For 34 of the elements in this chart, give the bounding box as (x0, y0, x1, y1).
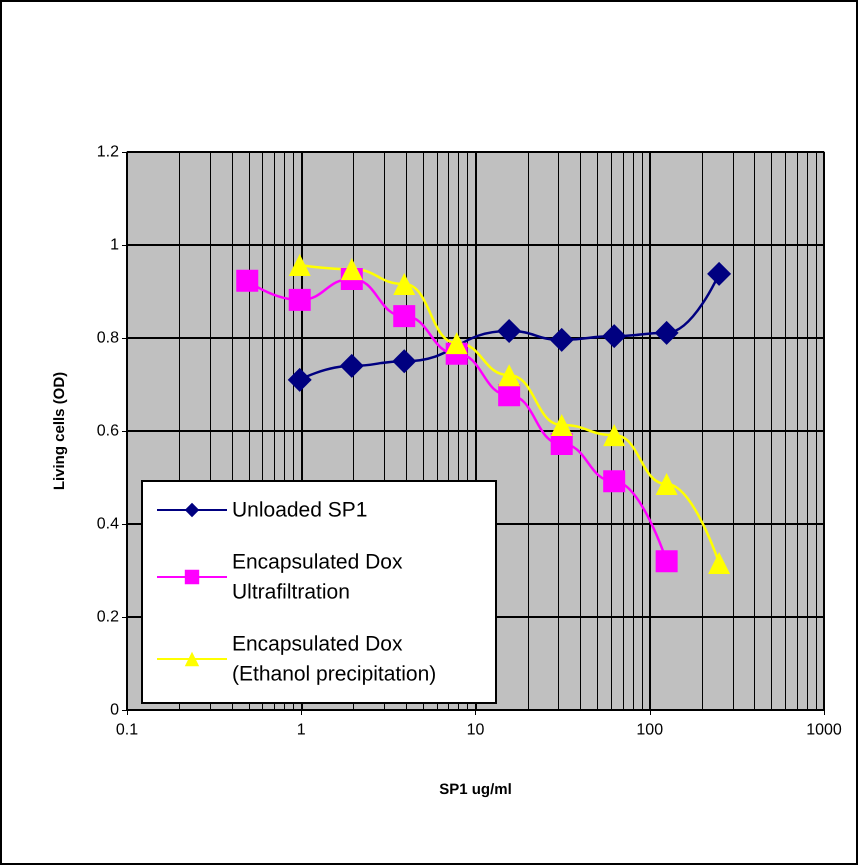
point (654, 320, 679, 345)
point (708, 552, 730, 574)
point (288, 368, 312, 392)
x-tick-label: 10 (466, 722, 484, 738)
point (340, 354, 364, 378)
x-tick-label: 1000 (806, 722, 842, 738)
point (550, 414, 573, 436)
x-axis-title: SP1 ug/ml (439, 781, 512, 798)
y-tick-label: 1.2 (96, 144, 120, 160)
x-tick-label: 100 (636, 722, 664, 738)
x-tick-label: 1 (296, 722, 306, 738)
y-axis-title: Living cells (OD) (51, 372, 68, 490)
point (393, 273, 416, 296)
point (656, 473, 678, 496)
legend-label: Unloaded SP1 (232, 498, 368, 522)
y-tick-label: 0.8 (96, 330, 120, 346)
y-tick-label: 0.6 (96, 422, 120, 440)
point (497, 319, 522, 344)
y-tick-label: 0 (110, 702, 120, 718)
legend-label: Encapsulated Dox (Ethanol precipitation) (232, 632, 436, 686)
point (446, 332, 468, 354)
point (392, 349, 416, 374)
point (603, 424, 626, 446)
x-tick-label: 0.1 (116, 722, 138, 738)
y-tick-label: 0.4 (96, 516, 120, 532)
point (707, 262, 732, 286)
point (602, 324, 626, 348)
y-tick-label: 1 (110, 236, 120, 254)
point (498, 364, 520, 386)
legend-label: Encapsulated Dox Ultrafiltration (232, 550, 408, 604)
point (288, 254, 311, 276)
point (550, 328, 574, 352)
y-tick-label: 0.2 (96, 608, 120, 626)
point (340, 258, 363, 280)
